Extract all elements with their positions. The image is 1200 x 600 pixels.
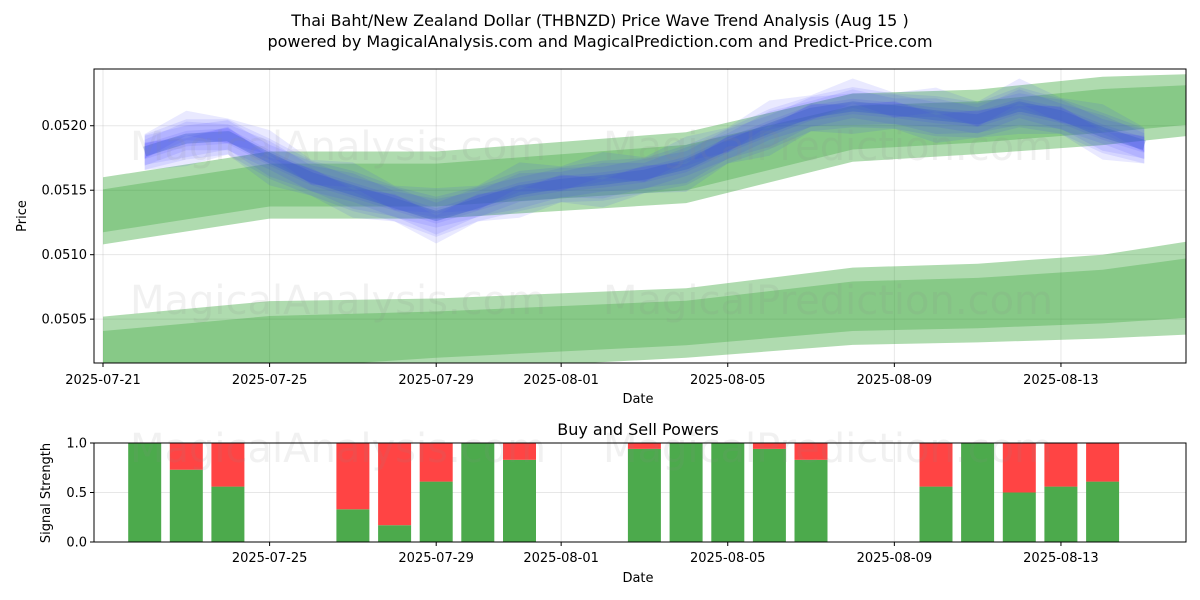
sell-power-bar <box>336 443 370 510</box>
buy-power-bar <box>336 509 370 542</box>
chart-subtitle: powered by MagicalAnalysis.com and Magic… <box>267 32 932 51</box>
power-x-tick-label: 2025-08-05 <box>690 551 766 566</box>
buy-power-bar <box>378 525 412 542</box>
power-y-tick-label: 0.0 <box>66 536 87 551</box>
upper-band-inner <box>103 85 1186 233</box>
price-x-tick-label: 2025-08-01 <box>523 373 599 388</box>
buy-power-bar <box>961 443 995 542</box>
price-x-tick-label: 2025-08-13 <box>1023 373 1099 388</box>
buy-power-bar <box>128 443 162 542</box>
power-x-tick-label: 2025-07-25 <box>232 551 308 566</box>
lower-band-inner <box>103 258 1186 363</box>
sell-power-bar <box>378 443 412 526</box>
price-wave-ribbon <box>144 78 1145 213</box>
buy-power-bar <box>669 443 703 542</box>
buy-power-bar <box>919 486 953 542</box>
price-axes-frame <box>93 68 1187 364</box>
power-panel: Buy and Sell Powers MagicalAnalysis.com … <box>39 420 1187 586</box>
price-y-tick-label: 0.0505 <box>42 313 88 328</box>
power-bars <box>128 443 1120 542</box>
price-wave-line <box>143 101 1146 221</box>
price-waves <box>143 78 1146 244</box>
power-x-tick-label: 2025-08-13 <box>1023 551 1099 566</box>
price-y-ticks: 0.0505 0.0510 0.0515 0.0520 <box>42 119 94 328</box>
buy-power-bar <box>1002 492 1036 542</box>
watermark-power-right: MagicalPrediction.com <box>603 426 1053 472</box>
buy-power-bar <box>169 469 203 542</box>
watermark-right: MagicalPrediction.com <box>603 124 1053 170</box>
buy-power-bar <box>794 459 828 542</box>
sell-power-bar <box>794 443 828 460</box>
sell-power-bar <box>919 443 953 487</box>
buy-power-bar <box>711 443 745 542</box>
price-x-tick-label: 2025-07-25 <box>232 373 308 388</box>
sell-power-bar <box>169 443 203 470</box>
power-y-tick-label: 0.5 <box>66 486 87 501</box>
price-bands <box>103 74 1186 363</box>
sell-power-bar <box>1086 443 1120 482</box>
watermark-left-low: MagicalAnalysis.com <box>130 278 546 324</box>
power-y-tick-label: 1.0 <box>66 437 87 452</box>
watermark-left: MagicalAnalysis.com <box>130 124 546 170</box>
power-title: Buy and Sell Powers <box>557 420 719 439</box>
price-y-label: Price <box>15 200 30 232</box>
price-wave-ribbon <box>144 93 1145 237</box>
sell-power-bar <box>211 443 245 487</box>
buy-power-bar <box>461 443 495 542</box>
power-y-label: Signal Strength <box>39 443 54 543</box>
price-grid <box>94 69 1186 363</box>
power-y-ticks: 0.0 0.5 1.0 <box>66 437 94 551</box>
price-wave-ribbon <box>144 102 1145 235</box>
price-x-tick-label: 2025-08-05 <box>690 373 766 388</box>
price-wave-ribbon <box>144 89 1145 218</box>
upper-band-outer <box>103 74 1186 245</box>
buy-power-bar <box>503 459 536 542</box>
buy-power-bar <box>1044 486 1078 542</box>
sell-power-bar <box>752 443 786 449</box>
sell-power-bar <box>1044 443 1078 487</box>
price-wave-ribbon <box>144 98 1145 224</box>
price-wave-ribbon <box>144 87 1145 228</box>
price-y-tick-label: 0.0510 <box>42 248 88 263</box>
buy-power-bar <box>627 448 661 542</box>
power-x-label: Date <box>622 571 653 586</box>
price-x-tick-label: 2025-08-09 <box>857 373 933 388</box>
power-x-tick-label: 2025-08-09 <box>857 551 933 566</box>
price-x-tick-label: 2025-07-21 <box>65 373 141 388</box>
price-x-label: Date <box>622 392 653 407</box>
power-x-ticks: 2025-07-25 2025-07-29 2025-08-01 2025-08-05… <box>232 542 1099 566</box>
watermark-power-left: MagicalAnalysis.com <box>130 426 546 472</box>
buy-power-bar <box>1086 481 1120 542</box>
price-y-tick-label: 0.0515 <box>42 184 88 199</box>
price-x-ticks: 2025-07-21 2025-07-25 2025-07-29 2025-08-01… <box>65 363 1099 388</box>
price-x-tick-label: 2025-07-29 <box>398 373 474 388</box>
watermark-right-low: MagicalPrediction.com <box>603 278 1053 324</box>
lower-band-outer <box>103 241 1186 363</box>
price-y-tick-label: 0.0520 <box>42 119 88 134</box>
chart-title: Thai Baht/New Zealand Dollar (THBNZD) Pr… <box>290 11 908 30</box>
buy-power-bar <box>211 486 245 542</box>
power-x-tick-label: 2025-07-29 <box>398 551 474 566</box>
price-panel: MagicalAnalysis.com MagicalPrediction.co… <box>15 68 1187 407</box>
sell-power-bar <box>503 443 536 460</box>
sell-power-bar <box>1002 443 1036 493</box>
buy-power-bar <box>419 481 453 542</box>
buy-power-bar <box>752 448 786 542</box>
sell-power-bar <box>419 443 453 482</box>
power-x-tick-label: 2025-08-01 <box>523 551 599 566</box>
price-wave-ribbon <box>144 100 1145 244</box>
sell-power-bar <box>627 443 661 449</box>
